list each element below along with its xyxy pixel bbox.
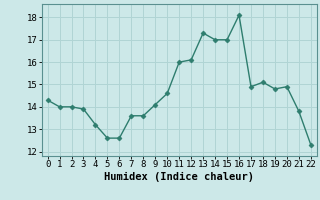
X-axis label: Humidex (Indice chaleur): Humidex (Indice chaleur) — [104, 172, 254, 182]
